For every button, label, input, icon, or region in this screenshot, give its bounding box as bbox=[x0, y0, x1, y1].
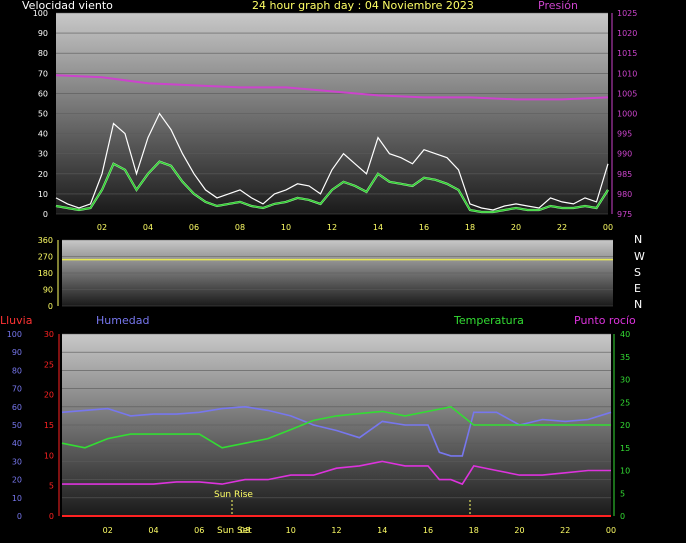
pressure-ytick-label: 990 bbox=[617, 150, 632, 159]
pressure-ytick-label: 1010 bbox=[617, 69, 637, 78]
wind-ytick-label: 40 bbox=[38, 130, 48, 139]
sunset-label: Sun Set bbox=[217, 526, 252, 536]
temperature-ytick-label: 40 bbox=[620, 330, 630, 339]
pressure-label: Presión bbox=[538, 0, 578, 12]
direction-letter-w: W bbox=[634, 250, 645, 263]
pressure-ytick-label: 975 bbox=[617, 210, 632, 219]
pressure-ytick-label: 1020 bbox=[617, 29, 637, 38]
temperature-ytick-label: 30 bbox=[620, 376, 630, 385]
humidity-ytick-label: 50 bbox=[12, 421, 22, 430]
humidity-ytick-label: 30 bbox=[12, 457, 22, 466]
direction-ytick-label: 180 bbox=[38, 269, 53, 278]
wind-ytick-label: 100 bbox=[33, 9, 48, 18]
dewpoint-label: Punto rocío bbox=[574, 314, 636, 327]
direction-ytick-label: 0 bbox=[48, 302, 53, 311]
wind-xtick-label: 16 bbox=[419, 223, 429, 232]
humidity-ytick-label: 90 bbox=[12, 348, 22, 357]
temperature-ytick-label: 10 bbox=[620, 467, 630, 476]
direction-ytick-label: 90 bbox=[43, 286, 53, 295]
temperature-label: Temperatura bbox=[454, 314, 524, 327]
temperature-ytick-label: 25 bbox=[620, 398, 630, 407]
climate-xtick-label: 14 bbox=[377, 526, 387, 535]
wind-xtick-label: 10 bbox=[281, 223, 291, 232]
climate-xtick-label: 04 bbox=[148, 526, 158, 535]
direction-letter-e: E bbox=[634, 282, 641, 295]
direction-letter-n: N bbox=[634, 233, 643, 246]
humidity-ytick-label: 70 bbox=[12, 385, 22, 394]
climate-xtick-label: 20 bbox=[514, 526, 524, 535]
humidity-ytick-label: 10 bbox=[12, 494, 22, 503]
climate-xtick-label: 22 bbox=[560, 526, 570, 535]
wind-gust-line bbox=[55, 112, 609, 211]
direction-ytick-label: 360 bbox=[38, 236, 53, 245]
pressure-ytick-label: 1005 bbox=[617, 89, 637, 98]
wind-ytick-label: 70 bbox=[38, 69, 48, 78]
temperature-ytick-label: 15 bbox=[620, 444, 630, 453]
climate-xtick-label: 02 bbox=[103, 526, 113, 535]
direction-ytick-label: 270 bbox=[38, 253, 53, 262]
humidity-ytick-label: 80 bbox=[12, 366, 22, 375]
wind-xtick-label: 22 bbox=[557, 223, 567, 232]
pressure-line bbox=[55, 74, 609, 101]
temperature-ytick-label: 0 bbox=[620, 512, 625, 521]
rain-ytick-label: 15 bbox=[44, 421, 54, 430]
humidity-ytick-label: 40 bbox=[12, 439, 22, 448]
wind-xtick-label: 12 bbox=[327, 223, 337, 232]
wind-ytick-label: 90 bbox=[38, 29, 48, 38]
pressure-ytick-label: 1025 bbox=[617, 9, 637, 18]
pressure-ytick-label: 985 bbox=[617, 170, 632, 179]
wind-xtick-label: 08 bbox=[235, 223, 245, 232]
dewpoint-line bbox=[62, 460, 611, 486]
temperature-ytick-label: 20 bbox=[620, 421, 630, 430]
climate-xtick-label: 10 bbox=[286, 526, 296, 535]
wind-ytick-label: 20 bbox=[38, 170, 48, 179]
humidity-line bbox=[61, 405, 612, 457]
rain-ytick-label: 25 bbox=[44, 360, 54, 369]
wind-ytick-label: 80 bbox=[38, 49, 48, 58]
climate-xtick-label: 00 bbox=[606, 526, 616, 535]
temperature-ytick-label: 35 bbox=[620, 353, 630, 362]
wind-xtick-label: 14 bbox=[373, 223, 383, 232]
pressure-ytick-label: 1015 bbox=[617, 49, 637, 58]
pressure-ytick-label: 995 bbox=[617, 130, 632, 139]
humidity-label: Humedad bbox=[96, 314, 150, 327]
wind-xtick-label: 18 bbox=[465, 223, 475, 232]
climate-xtick-label: 18 bbox=[469, 526, 479, 535]
wind-xtick-label: 20 bbox=[511, 223, 521, 232]
climate-xtick-label: 06 bbox=[194, 526, 204, 535]
humidity-ytick-label: 100 bbox=[7, 330, 22, 339]
wind-speed-label: Velocidad viento bbox=[22, 0, 113, 12]
wind-xtick-label: 04 bbox=[143, 223, 153, 232]
climate-xtick-label: 12 bbox=[331, 526, 341, 535]
wind-ytick-label: 30 bbox=[38, 150, 48, 159]
pressure-ytick-label: 980 bbox=[617, 190, 632, 199]
rain-ytick-label: 0 bbox=[49, 512, 54, 521]
direction-letter-s: S bbox=[634, 266, 641, 279]
chart-title: 24 hour graph day : 04 Noviembre 2023 bbox=[252, 0, 474, 12]
wind-speed-avg-line bbox=[55, 160, 609, 213]
direction-letter-n2: N bbox=[634, 298, 643, 311]
wind-xtick-label: 02 bbox=[97, 223, 107, 232]
rain-ytick-label: 20 bbox=[44, 391, 54, 400]
wind-ytick-label: 50 bbox=[38, 110, 48, 119]
temperature-line bbox=[61, 405, 611, 449]
wind-ytick-label: 60 bbox=[38, 89, 48, 98]
humidity-ytick-label: 60 bbox=[12, 403, 22, 412]
climate-xtick-label: 08 bbox=[240, 526, 250, 535]
pressure-ytick-label: 1000 bbox=[617, 110, 637, 119]
sunrise-label: Sun Rise bbox=[214, 490, 253, 500]
humidity-ytick-label: 20 bbox=[12, 476, 22, 485]
wind-xtick-label: 00 bbox=[603, 223, 613, 232]
rain-ytick-label: 10 bbox=[44, 451, 54, 460]
rain-label: Lluvia bbox=[0, 314, 33, 327]
humidity-ytick-label: 0 bbox=[17, 512, 22, 521]
wind-ytick-label: 10 bbox=[38, 190, 48, 199]
wind-xtick-label: 06 bbox=[189, 223, 199, 232]
climate-xtick-label: 16 bbox=[423, 526, 433, 535]
wind-ytick-label: 0 bbox=[43, 210, 48, 219]
rain-ytick-label: 30 bbox=[44, 330, 54, 339]
temperature-ytick-label: 5 bbox=[620, 489, 625, 498]
rain-ytick-label: 5 bbox=[49, 482, 54, 491]
